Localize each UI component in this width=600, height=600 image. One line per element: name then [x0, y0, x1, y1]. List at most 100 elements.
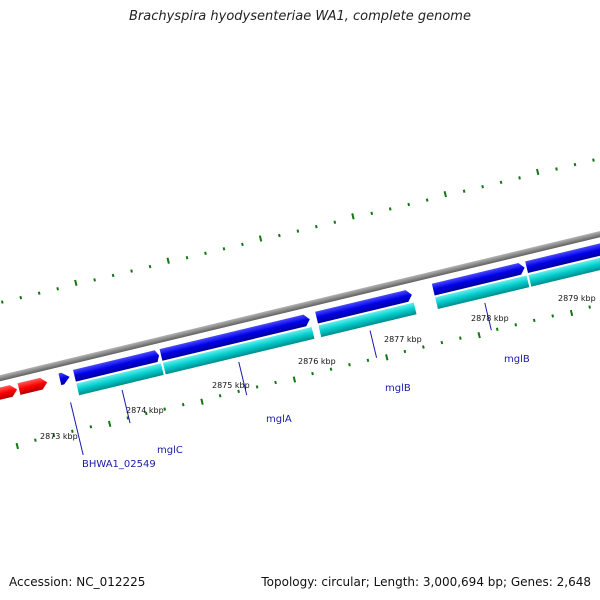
cds-arrow-mglb-2[interactable] — [431, 262, 526, 296]
accession-text: Accession: NC_012225 — [9, 575, 146, 589]
cds-arrow-mglb-1[interactable] — [315, 289, 413, 324]
tick-mark — [222, 247, 226, 251]
tick-mark — [329, 367, 333, 371]
tick-mark — [19, 295, 23, 300]
tick-mark — [315, 224, 318, 229]
kbp-label: 2877 kbp — [384, 335, 422, 344]
tick-mark — [56, 287, 60, 291]
tick-mark — [237, 389, 240, 394]
tick-mark — [93, 278, 96, 282]
tick-mark — [37, 291, 41, 295]
gene-feature-mglc[interactable] — [76, 363, 164, 396]
gene-labels: BHWA1_02549 mglC mglA mglB mglB — [82, 354, 530, 470]
tick-mark-major — [258, 235, 263, 242]
tick-mark — [89, 425, 93, 429]
kbp-label: 2874 kbp — [126, 406, 164, 415]
forward-cds-track[interactable] — [58, 221, 600, 386]
tick-mark — [218, 394, 222, 398]
tick-mark — [0, 300, 4, 304]
tick-mark — [274, 380, 277, 385]
tick-mark-major — [443, 191, 447, 198]
gene-label-leaders — [70, 302, 492, 456]
tick-mark — [255, 385, 259, 389]
gene-label-mgla[interactable]: mglA — [266, 414, 292, 425]
tick-mark — [407, 202, 411, 207]
gene-feature[interactable] — [528, 234, 600, 287]
tick-mark — [573, 162, 577, 167]
tick-mark — [462, 189, 466, 193]
tick-mark — [514, 323, 518, 327]
kbp-tick-labels: 2873 kbp 2874 kbp 2875 kbp 2876 kbp 2877… — [40, 294, 596, 441]
cds-arrow[interactable] — [17, 376, 49, 395]
tick-mark — [278, 233, 281, 238]
tick-mark — [311, 371, 314, 376]
tick-mark — [518, 176, 521, 180]
gene-feature-mglb-1[interactable] — [318, 302, 417, 338]
inner-tick-row — [15, 305, 591, 450]
gene-feature-mgla[interactable] — [162, 327, 315, 375]
tick-mark-major — [292, 376, 297, 383]
tick-mark — [425, 198, 429, 202]
genome-summary-text: Topology: circular; Length: 3,000,694 bp… — [261, 575, 591, 589]
tick-mark — [551, 314, 555, 318]
tick-mark-major — [74, 279, 78, 287]
tick-mark — [148, 264, 152, 269]
diagram-rotated-group — [0, 158, 600, 456]
tick-mark — [403, 349, 407, 354]
leader-line — [121, 389, 131, 424]
outer-tick-row — [0, 158, 595, 304]
leader-line — [484, 302, 492, 331]
tick-mark-major — [477, 331, 481, 339]
tick-mark-major — [385, 354, 389, 361]
cds-arrow[interactable] — [525, 221, 600, 274]
tick-mark — [388, 207, 392, 211]
gene-label-mglb-1[interactable]: mglB — [385, 383, 411, 394]
tick-mark — [71, 429, 74, 433]
cds-arrow-bhwa1-02549[interactable] — [58, 371, 71, 386]
tick-mark-major — [351, 213, 355, 220]
tick-mark — [459, 336, 462, 340]
tick-mark — [144, 411, 148, 416]
tick-mark — [241, 242, 244, 247]
tick-mark-major — [200, 398, 204, 405]
kbp-label: 2875 kbp — [212, 381, 250, 390]
tick-mark — [495, 327, 499, 331]
tick-mark — [481, 185, 484, 189]
gene-label-mglc[interactable]: mglC — [157, 445, 183, 456]
tick-mark-major — [15, 442, 19, 450]
gene-feature-track[interactable] — [76, 234, 600, 396]
tick-mark-major — [536, 168, 540, 176]
tick-mark — [52, 434, 56, 438]
gene-label-bhwa1-02549[interactable]: BHWA1_02549 — [82, 459, 156, 470]
tick-mark — [422, 345, 425, 349]
tick-mark — [532, 318, 536, 323]
tick-mark — [348, 363, 351, 367]
tick-mark — [34, 438, 37, 442]
tick-mark — [333, 220, 337, 224]
tick-mark — [366, 358, 370, 362]
kbp-label: 2876 kbp — [298, 357, 336, 366]
cds-arrow[interactable] — [0, 384, 18, 410]
cds-arrow-mglc[interactable] — [73, 350, 160, 382]
tick-mark — [204, 251, 207, 255]
leader-line — [369, 330, 378, 358]
tick-mark — [440, 340, 444, 345]
tick-mark — [181, 402, 185, 407]
gene-feature-mglb-2[interactable] — [435, 275, 530, 310]
tick-mark — [185, 256, 189, 260]
kbp-label: 2873 kbp — [40, 432, 78, 441]
tick-mark — [592, 158, 595, 162]
gene-label-mglb-2[interactable]: mglB — [504, 354, 530, 365]
tick-mark — [296, 229, 300, 233]
genome-backbone — [0, 162, 600, 449]
tick-mark — [588, 305, 591, 309]
tick-mark — [163, 407, 167, 411]
tick-mark — [130, 269, 133, 273]
tick-mark-major — [107, 420, 112, 428]
forward-cds-other[interactable] — [0, 376, 49, 410]
tick-mark — [370, 211, 374, 216]
cds-arrow-mgla[interactable] — [159, 313, 312, 361]
kbp-label: 2879 kbp — [558, 294, 596, 303]
tick-mark-major — [166, 257, 170, 264]
